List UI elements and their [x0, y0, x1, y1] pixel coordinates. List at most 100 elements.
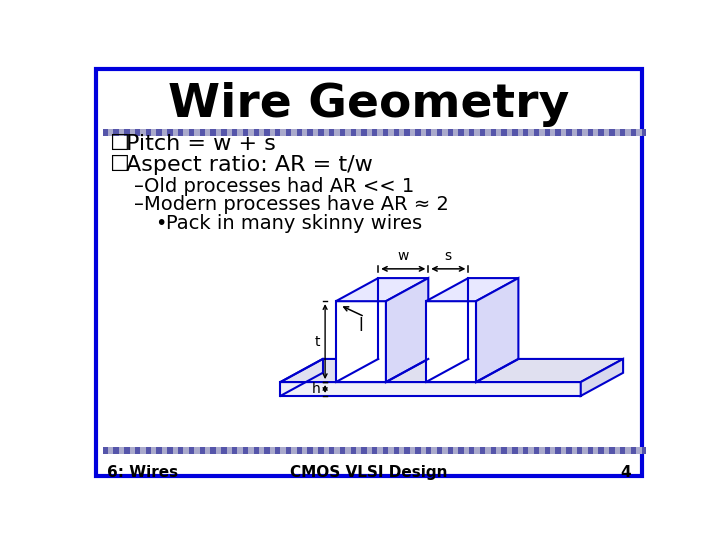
- Polygon shape: [336, 301, 386, 382]
- Bar: [238, 447, 243, 454]
- Bar: [588, 447, 593, 454]
- Bar: [528, 447, 534, 454]
- Bar: [291, 447, 297, 454]
- Bar: [464, 447, 469, 454]
- Bar: [275, 129, 281, 136]
- Bar: [405, 129, 410, 136]
- Bar: [270, 447, 275, 454]
- Bar: [281, 447, 286, 454]
- Bar: [145, 447, 151, 454]
- Bar: [636, 447, 642, 454]
- Text: Pack in many skinny wires: Pack in many skinny wires: [166, 214, 422, 233]
- Bar: [566, 447, 572, 454]
- Bar: [119, 447, 124, 454]
- Bar: [377, 129, 383, 136]
- Bar: [480, 447, 485, 454]
- Bar: [356, 447, 361, 454]
- Text: –: –: [134, 177, 144, 196]
- Bar: [227, 447, 232, 454]
- Text: CMOS VLSI Design: CMOS VLSI Design: [290, 465, 448, 481]
- Bar: [647, 447, 652, 454]
- Bar: [426, 447, 431, 454]
- Bar: [205, 447, 210, 454]
- Bar: [264, 447, 270, 454]
- Bar: [232, 129, 238, 136]
- Bar: [544, 447, 550, 454]
- Bar: [577, 447, 582, 454]
- Bar: [474, 447, 480, 454]
- Text: t: t: [315, 335, 320, 349]
- Bar: [302, 447, 307, 454]
- Bar: [582, 447, 588, 454]
- Bar: [366, 447, 372, 454]
- Bar: [178, 129, 184, 136]
- Bar: [329, 129, 334, 136]
- Bar: [485, 129, 490, 136]
- Bar: [216, 447, 221, 454]
- Bar: [227, 129, 232, 136]
- Bar: [184, 447, 189, 454]
- Bar: [426, 129, 431, 136]
- Bar: [459, 447, 464, 454]
- Bar: [496, 129, 501, 136]
- Bar: [167, 447, 173, 454]
- Bar: [642, 129, 647, 136]
- Bar: [184, 129, 189, 136]
- Bar: [647, 129, 652, 136]
- Bar: [474, 129, 480, 136]
- Bar: [415, 129, 420, 136]
- Polygon shape: [581, 359, 623, 396]
- Bar: [135, 129, 140, 136]
- Bar: [566, 129, 572, 136]
- Polygon shape: [281, 359, 623, 382]
- Bar: [442, 447, 448, 454]
- Text: –: –: [134, 195, 144, 214]
- Text: Old processes had AR << 1: Old processes had AR << 1: [144, 177, 415, 196]
- Bar: [108, 129, 113, 136]
- Bar: [490, 447, 496, 454]
- Bar: [323, 447, 329, 454]
- Bar: [420, 447, 426, 454]
- Bar: [167, 129, 173, 136]
- Bar: [312, 129, 318, 136]
- Bar: [448, 447, 453, 454]
- Bar: [199, 129, 205, 136]
- Bar: [453, 129, 459, 136]
- Bar: [140, 447, 145, 454]
- Bar: [286, 129, 291, 136]
- Bar: [534, 129, 539, 136]
- Polygon shape: [386, 278, 428, 382]
- Text: •: •: [155, 214, 166, 233]
- Bar: [113, 447, 119, 454]
- Bar: [248, 129, 253, 136]
- Bar: [555, 129, 561, 136]
- Bar: [102, 129, 108, 136]
- Bar: [528, 129, 534, 136]
- Bar: [140, 129, 145, 136]
- Bar: [550, 129, 555, 136]
- Bar: [631, 129, 636, 136]
- Bar: [173, 129, 178, 136]
- Bar: [555, 447, 561, 454]
- Bar: [631, 447, 636, 454]
- Polygon shape: [426, 278, 518, 301]
- Bar: [507, 129, 512, 136]
- Bar: [372, 447, 377, 454]
- Bar: [604, 129, 609, 136]
- Bar: [108, 447, 113, 454]
- Text: Modern processes have AR ≈ 2: Modern processes have AR ≈ 2: [144, 195, 449, 214]
- Bar: [394, 129, 399, 136]
- Bar: [119, 129, 124, 136]
- Bar: [512, 447, 518, 454]
- Bar: [151, 447, 156, 454]
- Bar: [399, 129, 405, 136]
- Bar: [156, 129, 162, 136]
- Bar: [459, 129, 464, 136]
- Bar: [523, 447, 528, 454]
- Bar: [189, 129, 194, 136]
- Bar: [523, 129, 528, 136]
- Bar: [431, 447, 437, 454]
- Bar: [323, 129, 329, 136]
- Bar: [448, 129, 453, 136]
- Bar: [615, 129, 620, 136]
